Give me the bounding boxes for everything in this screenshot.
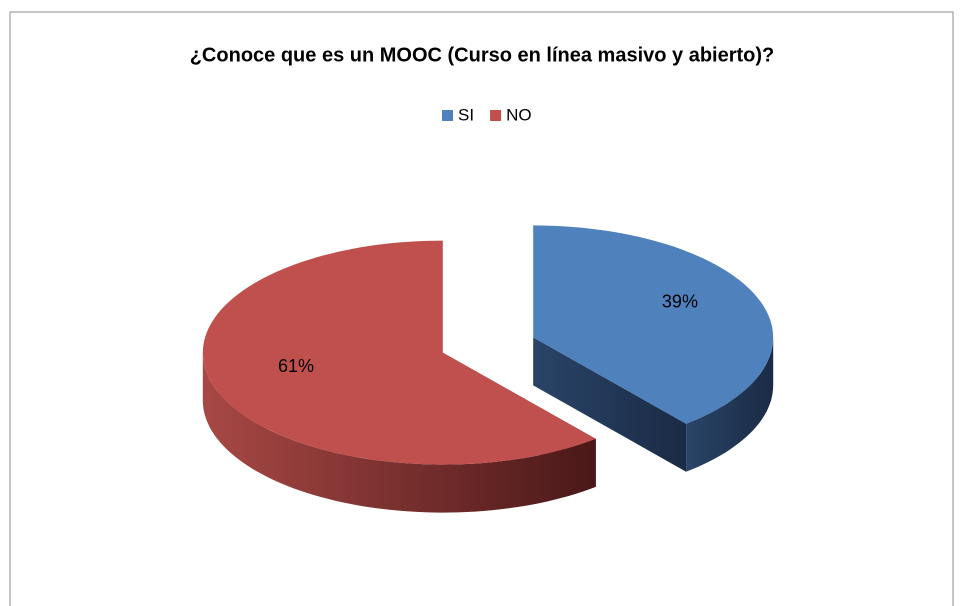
legend-swatch — [490, 110, 502, 121]
legend-label: NO — [506, 105, 532, 124]
data-label: 39% — [662, 292, 698, 312]
legend-swatch — [442, 110, 453, 121]
slice — [533, 225, 774, 424]
data-label: 61% — [278, 356, 314, 376]
chart-frame — [9, 11, 954, 606]
chart-title: ¿Conoce que es un MOOC (Curso en línea m… — [190, 44, 775, 66]
slice-side — [202, 352, 596, 513]
slice-cut-face — [533, 337, 687, 472]
slice — [202, 240, 596, 465]
slice-side — [686, 337, 774, 472]
legend-label: SI — [458, 105, 474, 124]
